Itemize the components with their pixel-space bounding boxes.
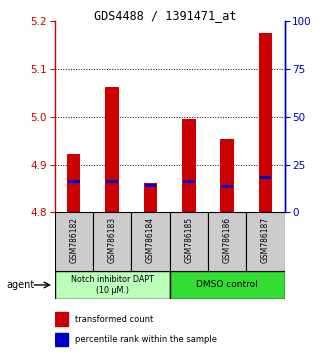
Text: GSM786185: GSM786185 (184, 217, 193, 263)
Bar (260, 176, 271, 179)
Bar (55, 271, 169, 299)
Text: DMSO control: DMSO control (196, 280, 258, 290)
Text: percentile rank within the sample: percentile rank within the sample (75, 335, 217, 344)
Bar (144, 183, 157, 212)
Bar (183, 181, 195, 183)
Text: transformed count: transformed count (75, 314, 154, 324)
Text: GDS4488 / 1391471_at: GDS4488 / 1391471_at (94, 9, 237, 22)
Bar (55, 312, 69, 326)
Text: GSM786183: GSM786183 (108, 217, 117, 263)
Bar (145, 184, 156, 187)
Bar (182, 119, 196, 212)
Text: Notch inhibitor DAPT
(10 μM.): Notch inhibitor DAPT (10 μM.) (71, 275, 154, 295)
Bar (105, 87, 119, 212)
Bar (131, 212, 169, 271)
Bar (93, 212, 131, 271)
Bar (221, 185, 233, 188)
Bar (220, 139, 234, 212)
Bar (259, 33, 272, 212)
Bar (55, 333, 69, 346)
Text: GSM786182: GSM786182 (69, 217, 78, 263)
Bar (169, 271, 285, 299)
Bar (246, 212, 285, 271)
Text: GSM786187: GSM786187 (261, 217, 270, 263)
Bar (208, 212, 246, 271)
Text: GSM786186: GSM786186 (223, 217, 232, 263)
Bar (55, 212, 93, 271)
Bar (106, 180, 118, 183)
Bar (67, 154, 80, 212)
Text: agent: agent (7, 280, 35, 290)
Bar (169, 212, 208, 271)
Bar (68, 180, 79, 183)
Text: GSM786184: GSM786184 (146, 217, 155, 263)
